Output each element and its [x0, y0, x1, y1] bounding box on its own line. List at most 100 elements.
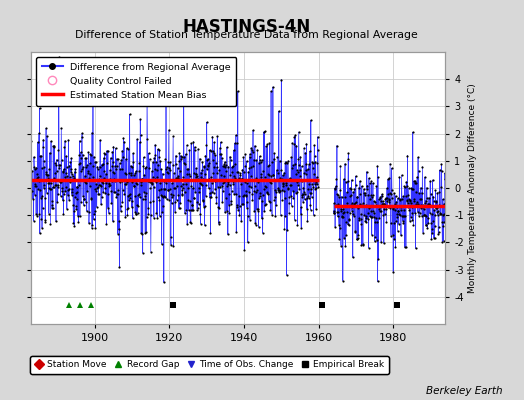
Point [72, 206, 80, 212]
Point [239, 154, 247, 161]
Point [431, 223, 439, 230]
Point [272, 167, 281, 173]
Point [428, 211, 436, 218]
Point [257, 171, 266, 177]
Point [431, 187, 440, 194]
Point [331, 185, 340, 192]
Point [45, 166, 53, 172]
Point [104, 180, 113, 186]
Point [367, 214, 375, 220]
Point [225, 201, 233, 208]
Point [263, 189, 271, 195]
Point [71, 190, 80, 196]
Point [104, 191, 112, 197]
Point [417, 205, 425, 211]
Point [194, 146, 202, 152]
Point [277, 212, 285, 218]
Point [230, 147, 238, 154]
Point [178, 190, 187, 197]
Point [153, 174, 161, 180]
Point [31, 183, 40, 190]
Point [382, 206, 390, 212]
Point [255, 159, 263, 166]
Point [125, 191, 134, 198]
Point [189, 207, 197, 213]
Point [389, 268, 397, 275]
Point [249, 162, 257, 169]
Point [213, 169, 221, 176]
Point [203, 162, 212, 168]
Point [124, 192, 132, 199]
Point [139, 163, 148, 169]
Point [203, 166, 211, 172]
Point [101, 185, 110, 192]
Point [206, 230, 215, 236]
Point [256, 192, 265, 199]
Point [279, 180, 287, 186]
Point [179, 180, 187, 187]
Point [226, 153, 234, 160]
Point [406, 197, 414, 204]
Point [127, 198, 136, 204]
Point [54, 147, 63, 154]
Point [386, 160, 394, 167]
Point [260, 174, 269, 180]
Point [375, 215, 384, 222]
Point [213, 133, 222, 140]
Point [40, 181, 48, 188]
Point [65, 197, 73, 203]
Point [412, 188, 420, 195]
Point [421, 200, 429, 207]
Point [205, 175, 213, 182]
Point [297, 163, 305, 170]
Point [159, 203, 167, 209]
Point [241, 151, 249, 158]
Point [369, 180, 377, 186]
Point [370, 238, 379, 244]
Point [168, 180, 176, 186]
Point [243, 198, 252, 205]
Point [84, 170, 92, 177]
Point [336, 206, 345, 213]
Point [293, 167, 301, 173]
Point [64, 192, 72, 198]
Point [268, 172, 277, 178]
Point [74, 182, 83, 188]
Point [356, 178, 364, 184]
Point [281, 213, 290, 220]
Point [48, 198, 56, 204]
Point [209, 148, 217, 154]
Point [144, 205, 152, 211]
Point [276, 188, 285, 194]
Point [421, 174, 429, 180]
Point [217, 182, 226, 189]
Point [264, 171, 272, 178]
Point [261, 183, 269, 190]
Point [439, 223, 447, 230]
Point [130, 208, 139, 215]
Point [29, 218, 38, 224]
Point [289, 162, 297, 168]
Point [287, 193, 295, 200]
Point [432, 205, 440, 211]
Point [347, 208, 356, 214]
Point [223, 179, 232, 186]
Point [142, 228, 150, 235]
Point [293, 178, 301, 185]
Point [334, 209, 343, 216]
Point [363, 186, 372, 192]
Point [246, 216, 254, 223]
Point [303, 166, 312, 172]
Point [296, 167, 304, 173]
Point [362, 202, 370, 208]
Point [35, 178, 43, 185]
Point [43, 175, 52, 181]
Point [135, 191, 143, 197]
Point [434, 228, 443, 235]
Point [103, 204, 112, 211]
Point [353, 236, 362, 242]
Point [73, 184, 82, 190]
Point [69, 220, 78, 226]
Point [150, 214, 158, 221]
Point [28, 196, 37, 202]
